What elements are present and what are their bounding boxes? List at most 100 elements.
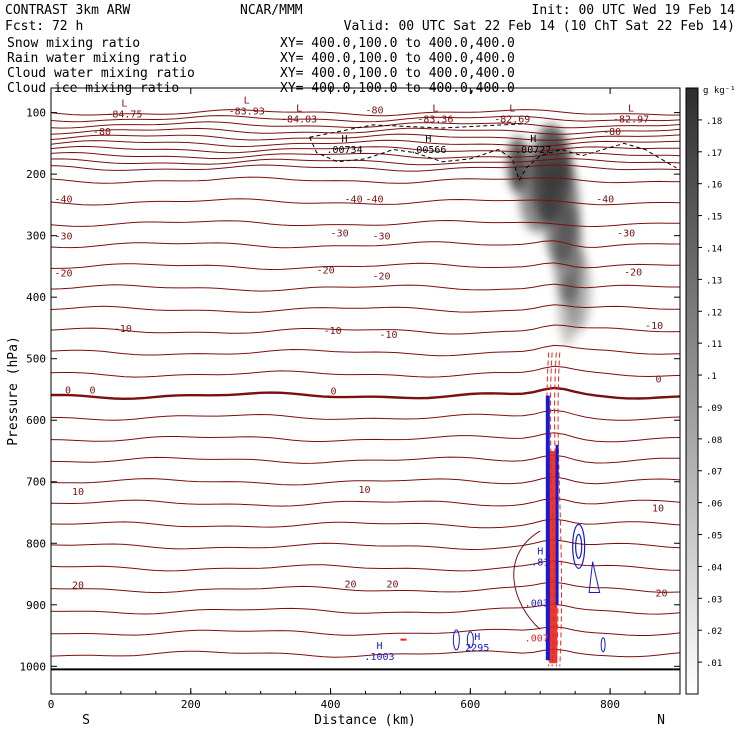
field-name: Snow mixing ratio: [7, 36, 140, 51]
plot-frame: [50, 87, 681, 695]
colorbar-label: .1: [706, 372, 717, 382]
field-name: Rain water mixing ratio: [7, 51, 187, 66]
extremum-mark: L: [121, 98, 127, 109]
field-xy: XY= 400.0,100.0 to 400.0,400.0: [280, 66, 515, 81]
temperature-isotherm: [50, 432, 681, 443]
y-tick-label: 400: [26, 291, 46, 304]
extremum-mark: L: [432, 103, 438, 114]
temperature-isotherm: [50, 164, 681, 172]
temperature-label: -30: [617, 229, 635, 240]
temperature-label: 20: [345, 579, 357, 590]
temperature-isotherm: [50, 158, 681, 166]
temperature-label: 20: [72, 580, 84, 591]
temperature-label: -10: [114, 324, 132, 335]
extremum-mark: L: [244, 95, 250, 106]
temperature-label: 20: [656, 588, 668, 599]
temperature-isotherm: [50, 344, 681, 357]
colorbar-label: .06: [706, 500, 722, 510]
x-tick-label: 400: [321, 698, 341, 711]
extremum-mark: H: [530, 134, 536, 145]
valid-time: Valid: 00 UTC Sat 22 Feb 14 (10 ChT Sat …: [344, 19, 735, 34]
temperature-isotherm: [50, 324, 681, 335]
temperature-isotherm: [51, 626, 681, 636]
temperature-label: -20: [317, 265, 335, 276]
cloud-water-core: [555, 444, 559, 605]
cloud-water-cell: [588, 561, 601, 593]
colorbar-label: .15: [706, 213, 722, 223]
temperature-label: -30: [372, 232, 390, 243]
temperature-isotherm: [50, 365, 681, 378]
colorbar-label: .05: [706, 532, 722, 542]
temperature-isotherm: [50, 386, 681, 401]
temperature-isotherm: [50, 240, 680, 249]
field-legend: Snow mixing ratio XY= 400.0,100.0 to 400.…: [7, 36, 515, 96]
extremum-value: .81: [531, 557, 549, 568]
temperature-isotherm: [50, 539, 681, 551]
colorbar-unit: g kg⁻¹: [703, 86, 736, 96]
temperature-isotherm: [50, 283, 680, 292]
cloud-water-cell: [572, 523, 586, 569]
experiment-title: CONTRAST 3km ARW: [5, 3, 130, 18]
extremum-mark: H: [425, 134, 431, 145]
temperature-perturbation: [513, 530, 541, 630]
field-name: Cloud water mixing ratio: [7, 66, 195, 81]
y-axis-title: Pressure (hPa): [6, 336, 21, 446]
colorbar-label: .12: [706, 308, 722, 318]
temperature-label: 10: [359, 485, 371, 496]
extremum-mark: L: [509, 103, 515, 114]
colorbar-label: .08: [706, 436, 722, 446]
temperature-isotherm: [50, 115, 681, 123]
x-tick-label: 0: [48, 698, 55, 711]
convective-column: [400, 352, 606, 667]
temperature-label: 10: [652, 504, 664, 515]
temperature-isotherm: [50, 198, 681, 206]
temperature-isotherm: [50, 304, 680, 313]
colorbar-labels: .01 .02 .03 .04 .05 .06 .07 .08 .09 .1 .11 .12 .13 .1…: [698, 117, 722, 669]
extremum-value: .1003: [364, 652, 394, 663]
temperature-isotherm: [50, 454, 681, 464]
temperature-isotherm: [50, 476, 681, 486]
forecast-hour: Fcst: 72 h: [5, 19, 83, 34]
temperature-isotherm: [50, 648, 681, 658]
cloud-water-cell: [600, 637, 606, 653]
x-axis-title: Distance (km): [314, 713, 416, 728]
extremum-value: .003: [525, 599, 549, 610]
temperature-label: -20: [372, 272, 390, 283]
extremum-value: 2295: [465, 643, 489, 654]
colorbar-label: .18: [706, 117, 722, 127]
cloud-ice-outline: [309, 137, 677, 182]
extremum-mark: H: [342, 134, 348, 145]
extrema-labels: L-84.75L-83.93 L-84.03L-83.36L-82.69L-82.…: [106, 95, 649, 663]
temperature-isotherm: [50, 518, 681, 529]
y-tick-label: 700: [26, 476, 46, 489]
temperature-isotherm: [50, 151, 681, 160]
temperature-label: -20: [54, 269, 72, 280]
rain-speck: [400, 638, 407, 641]
x-end-label-right: N: [657, 713, 665, 728]
y-tick-label: 300: [26, 230, 46, 243]
shade-blob: [540, 131, 569, 192]
colorbar-label: .09: [706, 404, 722, 414]
extremum-value: .007: [525, 634, 549, 645]
temperature-isotherm: [50, 176, 681, 184]
snow-ice-shading: [507, 124, 591, 345]
colorbar-label: .03: [706, 595, 722, 605]
temperature-label: -30: [54, 232, 72, 243]
x-end-label-left: S: [82, 713, 90, 728]
extremum-value: -84.03: [281, 114, 317, 125]
temperature-label: -40: [345, 195, 363, 206]
temperature-label: -10: [324, 326, 342, 337]
y-tick-label: 500: [26, 353, 46, 366]
temperature-label: -40: [596, 195, 614, 206]
temperature-label: -80: [93, 127, 111, 138]
temperature-isotherm: [50, 581, 681, 594]
extremum-value: -82.69: [494, 114, 530, 125]
y-tick-label: 800: [26, 537, 46, 550]
temperature-isotherm: [50, 121, 681, 129]
temperature-label: 0: [65, 385, 71, 396]
colorbar-label: .13: [706, 276, 722, 286]
temperature-label: -40: [366, 195, 384, 206]
temperature-label: -40: [54, 195, 72, 206]
colorbar-label: .04: [706, 563, 722, 573]
extremum-mark: H: [537, 546, 543, 557]
